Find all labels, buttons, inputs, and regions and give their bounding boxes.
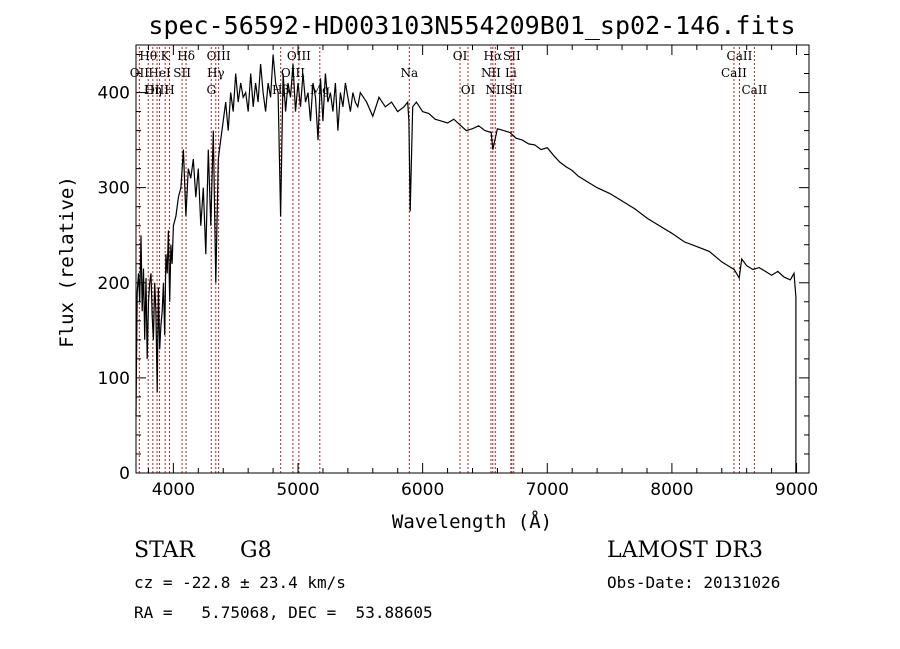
marker-label: Li [505, 66, 517, 80]
marker-label: OI [453, 49, 468, 63]
x-tick-label: 7000 [526, 480, 569, 500]
x-tick-label: 9000 [775, 480, 818, 500]
marker-label: Hθ [139, 49, 157, 63]
y-tick-label: 0 [119, 464, 130, 484]
marker-label: SII [503, 49, 521, 63]
marker-label: Hα [484, 49, 503, 63]
y-tick-label: 300 [98, 179, 130, 199]
marker-label: Hγ [207, 66, 225, 80]
marker-label: SII [173, 66, 191, 80]
marker-label: NII [485, 83, 505, 97]
marker-label: CaII [741, 83, 767, 97]
marker-label: NII [481, 66, 501, 80]
class-label: STAR [134, 538, 195, 563]
x-tick-label: 6000 [401, 480, 444, 500]
x-tick-label: 5000 [276, 480, 319, 500]
marker-label: Hη [144, 83, 162, 97]
x-tick-label: 8000 [650, 480, 693, 500]
redshift-label: cz = -22.8 ± 23.4 km/s [134, 573, 346, 592]
marker-label: OI [461, 83, 476, 97]
marker-label: OIII [145, 83, 169, 97]
marker-label: Hδ [177, 49, 195, 63]
marker-label: CaII [727, 49, 753, 63]
chart-title: spec-56592-HD003103N554209B01_sp02-146.f… [148, 11, 795, 40]
marker-label: H [164, 83, 174, 97]
plot-frame [135, 44, 810, 474]
obs-date-label: Obs-Date: 20131026 [607, 573, 781, 592]
y-tick-label: 100 [98, 369, 130, 389]
marker-label: CaII [721, 66, 747, 80]
marker-label: OIII [287, 49, 311, 63]
axis-ticks: 4000 5000 6000 7000 8000 9000 0 100 200 300 400 [98, 45, 818, 500]
subclass-label: G8 [240, 538, 272, 563]
y-tick-label: 400 [98, 84, 130, 104]
x-tick-label: 4000 [152, 480, 195, 500]
coordinates-label: RA = 5.75068, DEC = 53.88605 [134, 603, 433, 622]
marker-label: OIII [207, 49, 231, 63]
x-axis-label: Wavelength (Å) [392, 510, 552, 533]
marker-label: G [206, 83, 216, 97]
y-tick-label: 200 [98, 274, 130, 294]
marker-label: OII [130, 66, 150, 80]
survey-label: LAMOST DR3 [607, 538, 763, 563]
marker-label: Na [400, 66, 418, 80]
y-axis-label: Flux (relative) [56, 176, 78, 348]
flux-series-line [135, 54, 797, 473]
marker-label: HeI [148, 66, 171, 80]
marker-label: SII [505, 83, 523, 97]
marker-label: K [161, 49, 171, 63]
